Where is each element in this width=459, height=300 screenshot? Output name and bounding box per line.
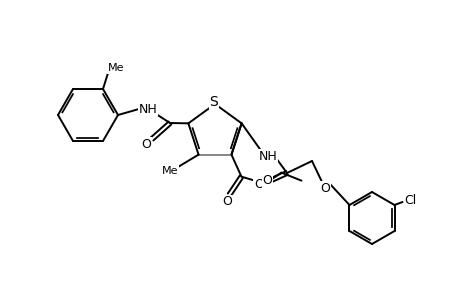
Text: O: O (319, 182, 329, 194)
Text: Cl: Cl (403, 194, 416, 206)
Text: Me: Me (107, 63, 124, 73)
Text: NH: NH (138, 103, 157, 116)
Text: S: S (209, 95, 218, 109)
Text: NH: NH (258, 149, 277, 163)
Text: O: O (141, 137, 151, 151)
Text: O: O (253, 178, 263, 191)
Text: O: O (262, 174, 272, 187)
Text: Me: Me (162, 166, 179, 176)
Text: O: O (222, 195, 232, 208)
